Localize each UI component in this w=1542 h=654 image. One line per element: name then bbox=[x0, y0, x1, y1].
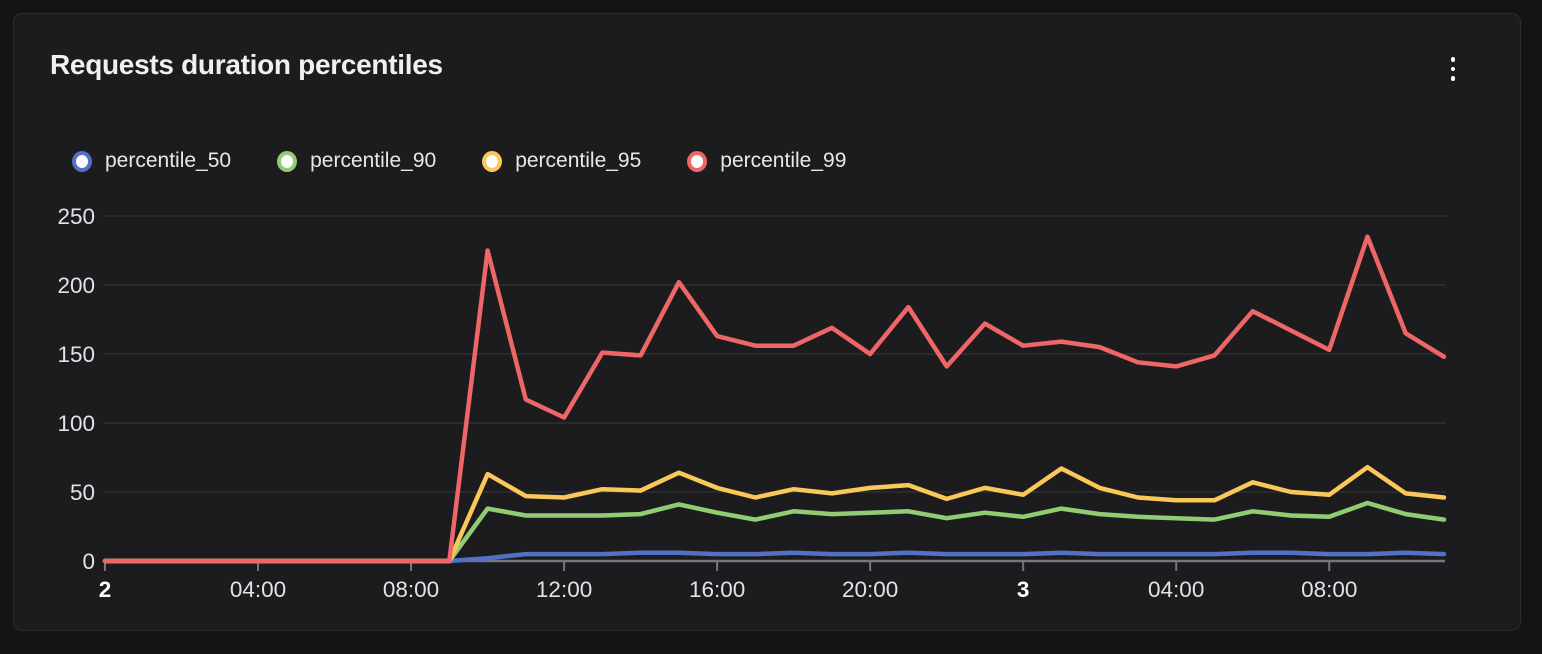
panel-title: Requests duration percentiles bbox=[50, 49, 443, 80]
chart-plot-area[interactable] bbox=[103, 203, 1446, 563]
legend-item-percentile_99[interactable]: percentile_99 bbox=[687, 149, 846, 173]
legend-item-percentile_50[interactable]: percentile_50 bbox=[72, 149, 231, 173]
legend-marker-circle-icon bbox=[72, 150, 92, 172]
legend-label: percentile_90 bbox=[310, 149, 437, 172]
legend-label: percentile_50 bbox=[105, 149, 232, 172]
chart-legend: percentile_50 percentile_90 percentile_95 p… bbox=[72, 147, 846, 175]
legend-item-percentile_95[interactable]: percentile_95 bbox=[482, 149, 641, 173]
legend-label: percentile_99 bbox=[720, 149, 847, 172]
legend-marker-circle-icon bbox=[277, 150, 298, 172]
panel-menu-button[interactable] bbox=[1438, 54, 1468, 84]
legend-label: percentile_95 bbox=[515, 149, 642, 172]
panel-header: Requests duration percentiles bbox=[14, 14, 1520, 110]
legend-marker-circle-icon bbox=[482, 150, 503, 172]
legend-marker-circle-icon bbox=[687, 150, 708, 172]
legend-item-percentile_90[interactable]: percentile_90 bbox=[277, 149, 436, 173]
